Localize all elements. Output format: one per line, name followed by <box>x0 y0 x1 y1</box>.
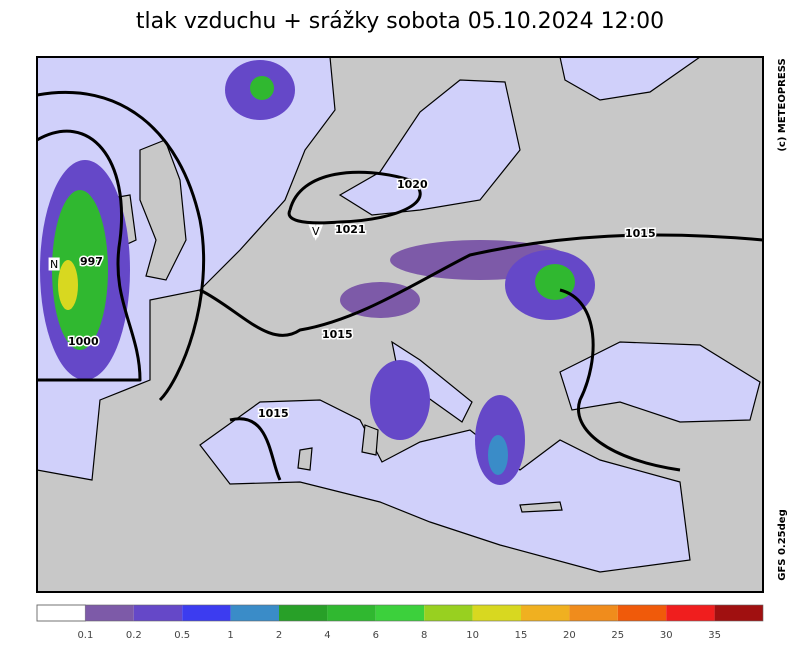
center-value: 997 <box>80 255 103 268</box>
credit: (c) METEOPRESS <box>777 58 788 151</box>
map-area: N 997 V 1021 1020 1015 1015 1015 1000 <box>37 57 763 592</box>
legend-label: 15 <box>515 630 528 641</box>
legend-swatch <box>521 605 570 621</box>
legend-label: 6 <box>373 630 379 641</box>
legend-label: 35 <box>708 630 721 641</box>
center-value: 1021 <box>335 223 366 236</box>
legend-swatch <box>85 605 134 621</box>
legend-swatch <box>569 605 618 621</box>
legend-swatch <box>375 605 425 621</box>
legend-swatch <box>666 605 715 621</box>
legend-label: 30 <box>660 630 673 641</box>
legend-swatch <box>36 604 86 622</box>
precipitation <box>40 60 595 485</box>
legend-label: 0.5 <box>174 630 190 641</box>
isobars <box>37 90 763 481</box>
legend-label: 0.2 <box>126 630 142 641</box>
isobar-label: 1015 <box>625 227 656 240</box>
legend-label: 1 <box>227 630 233 641</box>
legend-label: 8 <box>421 630 427 641</box>
map-frame <box>36 56 764 593</box>
legend-swatch <box>472 605 521 621</box>
legend-swatch <box>714 605 763 621</box>
legend-swatch <box>279 605 328 621</box>
legend-label: 2 <box>276 630 282 641</box>
legend-swatch <box>182 605 231 621</box>
legend-swatch <box>424 605 473 621</box>
isobar-label: 1015 <box>258 407 289 420</box>
pressure-labels: N 997 V 1021 1020 1015 1015 1015 1000 <box>48 177 658 422</box>
legend-swatch <box>133 605 183 621</box>
model-name: GFS 0.25deg <box>777 509 788 581</box>
isobar-label: 1020 <box>397 178 428 191</box>
legend: 0.1 0.2 0.5 1 2 4 6 8 10 15 20 25 30 35 <box>36 604 764 641</box>
center-letter: N <box>50 258 58 271</box>
legend-label: 4 <box>324 630 330 641</box>
legend-swatch <box>617 605 667 621</box>
map-title: tlak vzduchu + srážky sobota 05.10.2024 … <box>136 9 664 34</box>
legend-border <box>36 604 764 622</box>
isobar-label: 1000 <box>68 335 99 348</box>
legend-label: 20 <box>563 630 576 641</box>
legend-label: 25 <box>611 630 624 641</box>
legend-label: 10 <box>466 630 479 641</box>
legend-label: 0.1 <box>77 630 93 641</box>
center-letter: V <box>312 225 320 238</box>
legend-swatch <box>327 605 376 621</box>
legend-swatch <box>230 605 279 621</box>
isobar-label: 1015 <box>322 328 353 341</box>
